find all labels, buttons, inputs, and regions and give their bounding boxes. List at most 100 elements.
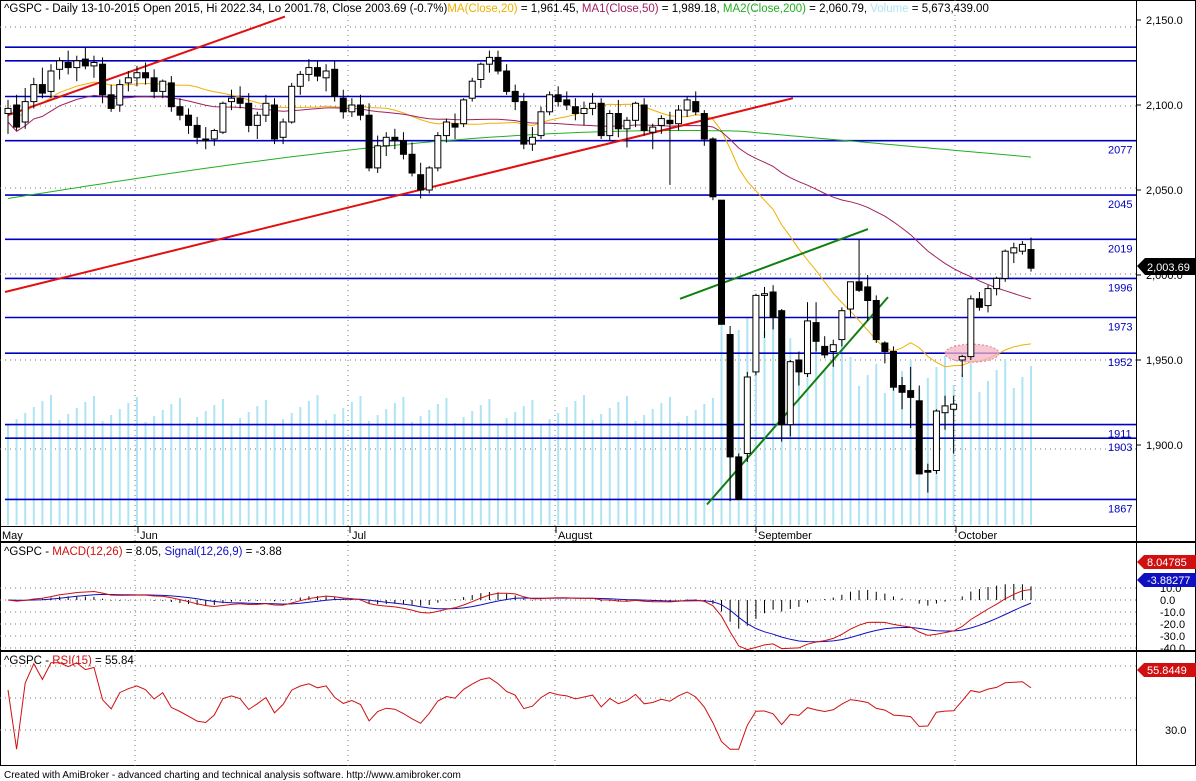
volume-bar [75,408,78,525]
volume-bar [196,417,199,525]
volume-bar [127,403,130,525]
svg-text:8.04785: 8.04785 [1147,557,1187,569]
candle-body [829,344,837,353]
candle-body [382,136,390,147]
candle-body [812,322,820,342]
candle-body [64,62,72,69]
candle-body [219,102,227,133]
volume-bar [548,419,551,525]
candle-body [743,376,751,454]
candle-body [1027,249,1035,269]
candle-body [589,102,597,109]
volume-bar [952,385,955,525]
candle-body [606,113,614,137]
volume-bar [858,386,861,525]
volume-bar [256,406,259,525]
candle-body [296,73,304,87]
price-tick-label: 2,150.0 [1146,15,1183,27]
candle-body [752,294,760,373]
volume-bar [299,407,302,525]
candle-body [253,114,261,126]
candle-body [90,62,98,67]
price-tick-label: 1,950.0 [1146,355,1183,367]
candle-body [73,60,81,69]
candle-body [692,101,700,113]
volume-bar [849,357,852,525]
candle-body [614,113,622,130]
candle-body [56,60,64,70]
volume-bar [686,416,689,525]
candle-body [924,470,932,473]
candle-body [984,288,992,307]
candle-body [442,121,450,137]
candle-body [993,277,1001,290]
volume-bar [454,423,457,525]
candle-body [1010,247,1018,254]
volume-bar [995,370,998,525]
volume-bar [411,422,414,525]
candle-body [838,310,846,341]
candle-body [907,390,915,398]
volume-bar [806,354,809,525]
candle-body [451,123,459,128]
volume-bar [462,417,465,525]
level-label: 2077 [1108,145,1132,157]
candle-body [313,67,321,77]
candle-body [142,72,150,79]
volume-bar [325,420,328,525]
candle-body [623,119,631,130]
volume-bar [178,398,181,525]
candle-body [13,104,21,128]
rsi-tick-label: 30.0 [1165,725,1186,737]
volume-bar [944,356,947,525]
volume-bar [213,405,216,525]
volume-bar [32,407,35,525]
candle-body [167,82,175,108]
volume-bar [15,419,18,525]
candle-body [761,293,769,296]
candle-body [365,114,373,169]
volume-bar [514,412,517,525]
level-label: 2045 [1108,199,1132,211]
volume-bar [204,411,207,525]
candle-body [666,119,674,125]
footer-credit: Created with AmiBroker - advanced charti… [4,770,461,781]
candle-body [709,138,717,198]
candle-body [124,77,132,84]
volume-bar [634,421,637,525]
candle-body [726,334,734,458]
candle-body [864,286,872,301]
volume-bar [488,399,491,525]
volume-bar [307,401,310,525]
candle-body [889,351,897,388]
volume-bar [402,397,405,525]
candle-body [675,109,683,125]
price-header: ^GSPC - Daily 13-10-2015 Open 2015, Hi 2… [4,3,989,15]
candle-body [374,145,382,169]
ma200-line [7,130,1032,199]
level-label: 1952 [1108,357,1132,369]
candle-body [210,130,218,140]
candle-body [786,361,794,426]
volume-bar [608,408,611,525]
volume-bar [436,404,439,525]
volume-bar [161,410,164,525]
volume-bar [909,360,912,525]
volume-bar [969,363,972,525]
candle-body [38,84,46,94]
volume-bar [815,337,818,525]
volume-bar [385,409,388,525]
candle-body [520,101,528,145]
date-label: October [958,530,997,542]
candle-body [657,118,665,126]
volume-bar [531,400,534,525]
volume-bar [471,411,474,525]
svg-text:2,003.69: 2,003.69 [1147,262,1190,274]
candle-body [460,99,468,125]
candle-body [245,102,253,126]
volume-bar [651,409,654,525]
volume-bar [264,400,267,525]
candle-body [159,80,167,92]
volume-bar [711,398,714,525]
